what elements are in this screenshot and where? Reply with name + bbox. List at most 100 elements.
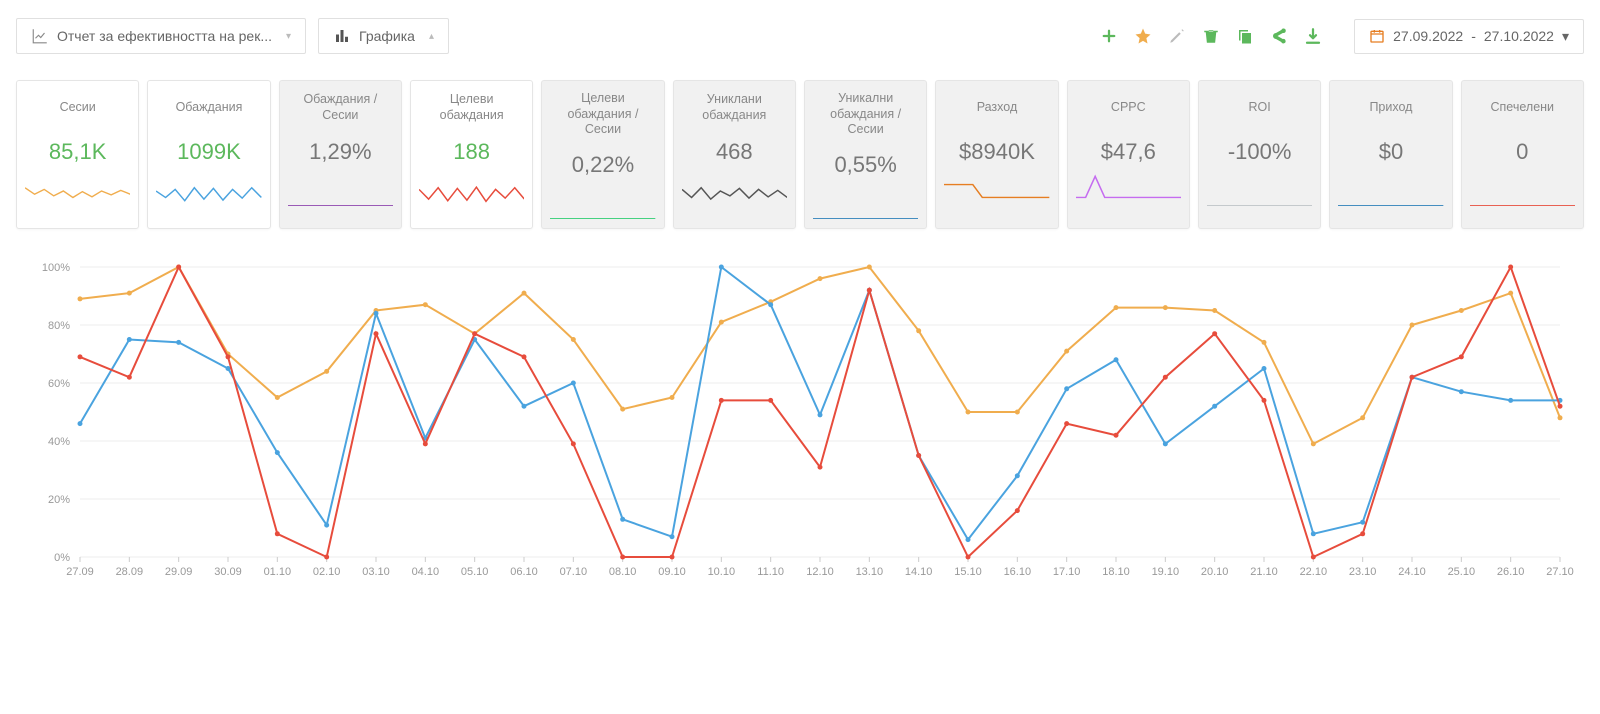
svg-text:80%: 80% bbox=[48, 320, 70, 332]
svg-text:14.10: 14.10 bbox=[905, 566, 933, 578]
metric-card[interactable]: Уникални обаждания / Сесии 0,55% bbox=[804, 80, 927, 229]
svg-text:26.10: 26.10 bbox=[1497, 566, 1525, 578]
sparkline bbox=[813, 186, 918, 222]
svg-text:22.10: 22.10 bbox=[1300, 566, 1328, 578]
chart-growth-icon bbox=[31, 27, 49, 45]
metric-title: Уникални обаждания / Сесии bbox=[813, 91, 918, 138]
sparkline bbox=[682, 173, 787, 209]
star-icon[interactable] bbox=[1134, 27, 1152, 45]
chevron-down-icon: ▾ bbox=[286, 31, 291, 42]
svg-text:17.10: 17.10 bbox=[1053, 566, 1081, 578]
metric-value: 0,55% bbox=[834, 152, 896, 178]
metric-card[interactable]: Спечелени 0 bbox=[1461, 80, 1584, 229]
metric-card[interactable]: CPPC $47,6 bbox=[1067, 80, 1190, 229]
svg-text:08.10: 08.10 bbox=[609, 566, 637, 578]
sparkline bbox=[25, 173, 130, 209]
svg-text:19.10: 19.10 bbox=[1152, 566, 1180, 578]
metric-title: CPPC bbox=[1111, 91, 1146, 125]
metric-card[interactable]: ROI -100% bbox=[1198, 80, 1321, 229]
svg-text:13.10: 13.10 bbox=[856, 566, 884, 578]
metric-value: $47,6 bbox=[1101, 139, 1156, 165]
metric-value: 0 bbox=[1516, 139, 1528, 165]
toolbar: Отчет за ефективността на рек... ▾ Графи… bbox=[0, 0, 1600, 62]
svg-text:02.10: 02.10 bbox=[313, 566, 341, 578]
view-dropdown[interactable]: Графика ▴ bbox=[318, 18, 449, 54]
metric-title: Спечелени bbox=[1491, 91, 1555, 125]
toolbar-actions bbox=[1100, 27, 1322, 45]
svg-text:24.10: 24.10 bbox=[1398, 566, 1426, 578]
svg-text:06.10: 06.10 bbox=[510, 566, 538, 578]
metric-title: Разход bbox=[977, 91, 1018, 125]
copy-icon[interactable] bbox=[1236, 27, 1254, 45]
metric-value: 0,22% bbox=[572, 152, 634, 178]
metric-value: 468 bbox=[716, 139, 753, 165]
svg-text:27.10: 27.10 bbox=[1546, 566, 1574, 578]
svg-text:100%: 100% bbox=[42, 262, 70, 274]
metric-card[interactable]: Целеви обаждания / Сесии 0,22% bbox=[541, 80, 664, 229]
sparkline bbox=[1338, 173, 1443, 209]
svg-text:04.10: 04.10 bbox=[412, 566, 440, 578]
svg-text:05.10: 05.10 bbox=[461, 566, 489, 578]
sparkline bbox=[1470, 173, 1575, 209]
metric-title: Целеви обаждания / Сесии bbox=[550, 91, 655, 138]
sparkline bbox=[156, 173, 261, 209]
svg-text:0%: 0% bbox=[54, 552, 70, 564]
metric-title: ROI bbox=[1249, 91, 1271, 125]
metric-card[interactable]: Разход $8940K bbox=[935, 80, 1058, 229]
metric-card[interactable]: Обаждания / Сесии 1,29% bbox=[279, 80, 402, 229]
metric-value: -100% bbox=[1228, 139, 1292, 165]
metric-value: $0 bbox=[1379, 139, 1403, 165]
bar-chart-icon bbox=[333, 27, 351, 45]
sparkline bbox=[1207, 173, 1312, 209]
sparkline bbox=[419, 173, 524, 209]
calendar-icon bbox=[1369, 28, 1385, 44]
metric-value: 1,29% bbox=[309, 139, 371, 165]
svg-text:12.10: 12.10 bbox=[806, 566, 834, 578]
sparkline bbox=[1076, 173, 1181, 209]
svg-text:16.10: 16.10 bbox=[1004, 566, 1032, 578]
svg-text:40%: 40% bbox=[48, 436, 70, 448]
edit-icon[interactable] bbox=[1168, 27, 1186, 45]
metric-card[interactable]: Целеви обаждания 188 bbox=[410, 80, 533, 229]
download-icon[interactable] bbox=[1304, 27, 1322, 45]
metric-card[interactable]: Униклани обаждания468 bbox=[673, 80, 796, 229]
metric-title: Обаждания / Сесии bbox=[288, 91, 393, 125]
date-to: 27.10.2022 bbox=[1484, 28, 1554, 44]
metric-card[interactable]: Обаждания 1099K bbox=[147, 80, 270, 229]
sparkline bbox=[550, 186, 655, 222]
svg-text:27.09: 27.09 bbox=[66, 566, 94, 578]
metric-title: Обаждания bbox=[176, 91, 243, 125]
metric-cards: Сесии85,1K Обаждания 1099K Обаждания / Сеси… bbox=[0, 62, 1600, 247]
add-icon[interactable] bbox=[1100, 27, 1118, 45]
metric-value: $8940K bbox=[959, 139, 1035, 165]
metric-value: 85,1K bbox=[49, 139, 107, 165]
svg-text:30.09: 30.09 bbox=[214, 566, 242, 578]
date-range-picker[interactable]: 27.09.2022 - 27.10.2022 ▾ bbox=[1354, 19, 1584, 54]
svg-text:11.10: 11.10 bbox=[757, 566, 784, 578]
chevron-down-icon: ▾ bbox=[1562, 28, 1569, 45]
sparkline bbox=[944, 173, 1049, 209]
date-from: 27.09.2022 bbox=[1393, 28, 1463, 44]
chevron-up-icon: ▴ bbox=[429, 31, 434, 42]
svg-text:15.10: 15.10 bbox=[954, 566, 982, 578]
svg-text:21.10: 21.10 bbox=[1250, 566, 1278, 578]
trash-icon[interactable] bbox=[1202, 27, 1220, 45]
report-dropdown[interactable]: Отчет за ефективността на рек... ▾ bbox=[16, 18, 306, 54]
main-chart: 0%20%40%60%80%100%27.0928.0929.0930.0901… bbox=[16, 257, 1584, 597]
svg-text:28.09: 28.09 bbox=[116, 566, 144, 578]
metric-value: 1099K bbox=[177, 139, 241, 165]
sparkline bbox=[288, 173, 393, 209]
svg-text:07.10: 07.10 bbox=[560, 566, 588, 578]
svg-text:29.09: 29.09 bbox=[165, 566, 193, 578]
share-icon[interactable] bbox=[1270, 27, 1288, 45]
metric-title: Приход bbox=[1369, 91, 1412, 125]
svg-text:10.10: 10.10 bbox=[708, 566, 736, 578]
main-chart-container: 0%20%40%60%80%100%27.0928.0929.0930.0901… bbox=[0, 247, 1600, 620]
metric-title: Целеви обаждания bbox=[419, 91, 524, 125]
svg-text:18.10: 18.10 bbox=[1102, 566, 1130, 578]
metric-value: 188 bbox=[453, 139, 490, 165]
metric-card[interactable]: Сесии85,1K bbox=[16, 80, 139, 229]
report-label: Отчет за ефективността на рек... bbox=[57, 28, 272, 44]
metric-card[interactable]: Приход $0 bbox=[1329, 80, 1452, 229]
svg-text:20.10: 20.10 bbox=[1201, 566, 1229, 578]
